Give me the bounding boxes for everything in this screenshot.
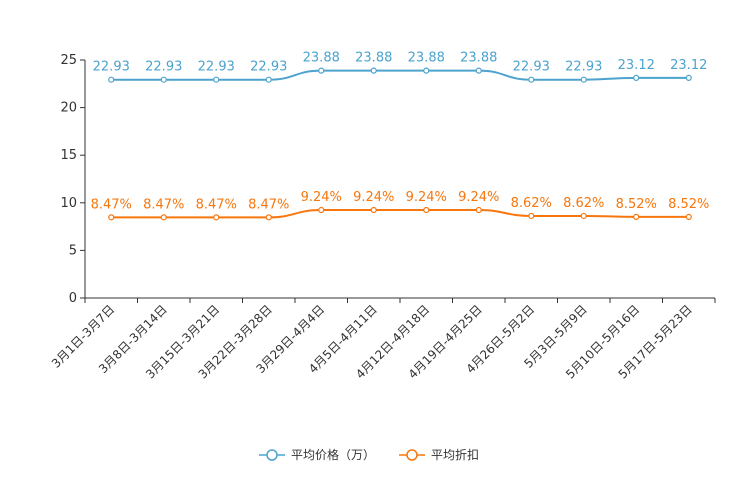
data-point[interactable] bbox=[633, 74, 640, 81]
data-label: 22.93 bbox=[250, 60, 287, 75]
data-label: 23.88 bbox=[303, 51, 340, 66]
data-label: 22.93 bbox=[513, 60, 550, 75]
y-tick-label: 25 bbox=[60, 53, 77, 68]
data-label: 8.52% bbox=[668, 197, 709, 212]
data-point[interactable] bbox=[370, 67, 377, 74]
data-point[interactable] bbox=[108, 76, 115, 83]
data-label: 9.24% bbox=[353, 190, 394, 205]
data-point[interactable] bbox=[265, 76, 272, 83]
data-point[interactable] bbox=[423, 206, 430, 214]
series-line bbox=[111, 69, 689, 81]
y-tick-label: 0 bbox=[69, 291, 77, 306]
y-tick-label: 10 bbox=[60, 196, 77, 211]
data-label: 8.47% bbox=[91, 197, 132, 212]
data-point[interactable] bbox=[370, 206, 377, 214]
data-point[interactable] bbox=[528, 212, 535, 220]
data-label: 22.93 bbox=[93, 60, 130, 75]
legend-marker-icon bbox=[406, 449, 418, 461]
series-line bbox=[111, 209, 689, 219]
data-label: 23.88 bbox=[355, 51, 392, 66]
data-point[interactable] bbox=[213, 76, 220, 83]
data-label: 8.62% bbox=[511, 196, 552, 211]
legend-marker-icon bbox=[266, 449, 278, 461]
data-point[interactable] bbox=[528, 76, 535, 83]
y-tick-label: 20 bbox=[60, 101, 77, 116]
data-point[interactable] bbox=[265, 214, 272, 221]
data-label: 8.47% bbox=[196, 197, 237, 212]
data-label: 22.93 bbox=[565, 60, 602, 75]
data-point[interactable] bbox=[685, 74, 692, 81]
data-point[interactable] bbox=[633, 213, 640, 220]
y-tick-label: 15 bbox=[60, 148, 77, 163]
data-label: 8.47% bbox=[248, 197, 289, 212]
legend[interactable]: 平均价格（万） 平均折扣 bbox=[259, 447, 479, 462]
data-label: 23.12 bbox=[670, 58, 707, 73]
data-label: 22.93 bbox=[198, 60, 235, 75]
data-point[interactable] bbox=[475, 206, 482, 214]
data-point[interactable] bbox=[580, 212, 587, 220]
data-point[interactable] bbox=[160, 214, 167, 221]
data-label: 22.93 bbox=[145, 60, 182, 75]
data-label: 23.88 bbox=[408, 51, 445, 66]
data-label: 8.47% bbox=[143, 197, 184, 212]
series-2: 8.47% 8.47% 8.47% 8.47% 9.24% 9.24% 9.24% 9.24%… bbox=[91, 190, 709, 221]
data-label: 8.52% bbox=[616, 197, 657, 212]
data-label: 8.62% bbox=[563, 196, 604, 211]
series-1: 22.93 22.93 22.93 22.93 23.88 23.88 23.88 23.88… bbox=[93, 51, 707, 83]
data-point[interactable] bbox=[685, 213, 692, 220]
data-label: 23.12 bbox=[618, 58, 655, 73]
data-point[interactable] bbox=[318, 206, 325, 214]
data-point[interactable] bbox=[423, 67, 430, 74]
data-point[interactable] bbox=[213, 214, 220, 221]
data-label: 23.88 bbox=[460, 51, 497, 66]
data-point[interactable] bbox=[108, 214, 115, 221]
legend-item-2[interactable]: 平均折扣 bbox=[399, 447, 479, 462]
data-point[interactable] bbox=[160, 76, 167, 83]
data-point[interactable] bbox=[318, 67, 325, 74]
data-label: 9.24% bbox=[458, 190, 499, 205]
legend-label: 平均折扣 bbox=[431, 447, 479, 462]
y-tick-label: 5 bbox=[69, 243, 77, 258]
legend-label: 平均价格（万） bbox=[291, 447, 375, 462]
data-point[interactable] bbox=[475, 67, 482, 74]
data-label: 9.24% bbox=[301, 190, 342, 205]
data-point[interactable] bbox=[580, 76, 587, 83]
series-layer: 22.93 22.93 22.93 22.93 23.88 23.88 23.88 23.88… bbox=[91, 51, 709, 221]
data-label: 9.24% bbox=[406, 190, 447, 205]
legend-item-1[interactable]: 平均价格（万） bbox=[259, 447, 375, 462]
